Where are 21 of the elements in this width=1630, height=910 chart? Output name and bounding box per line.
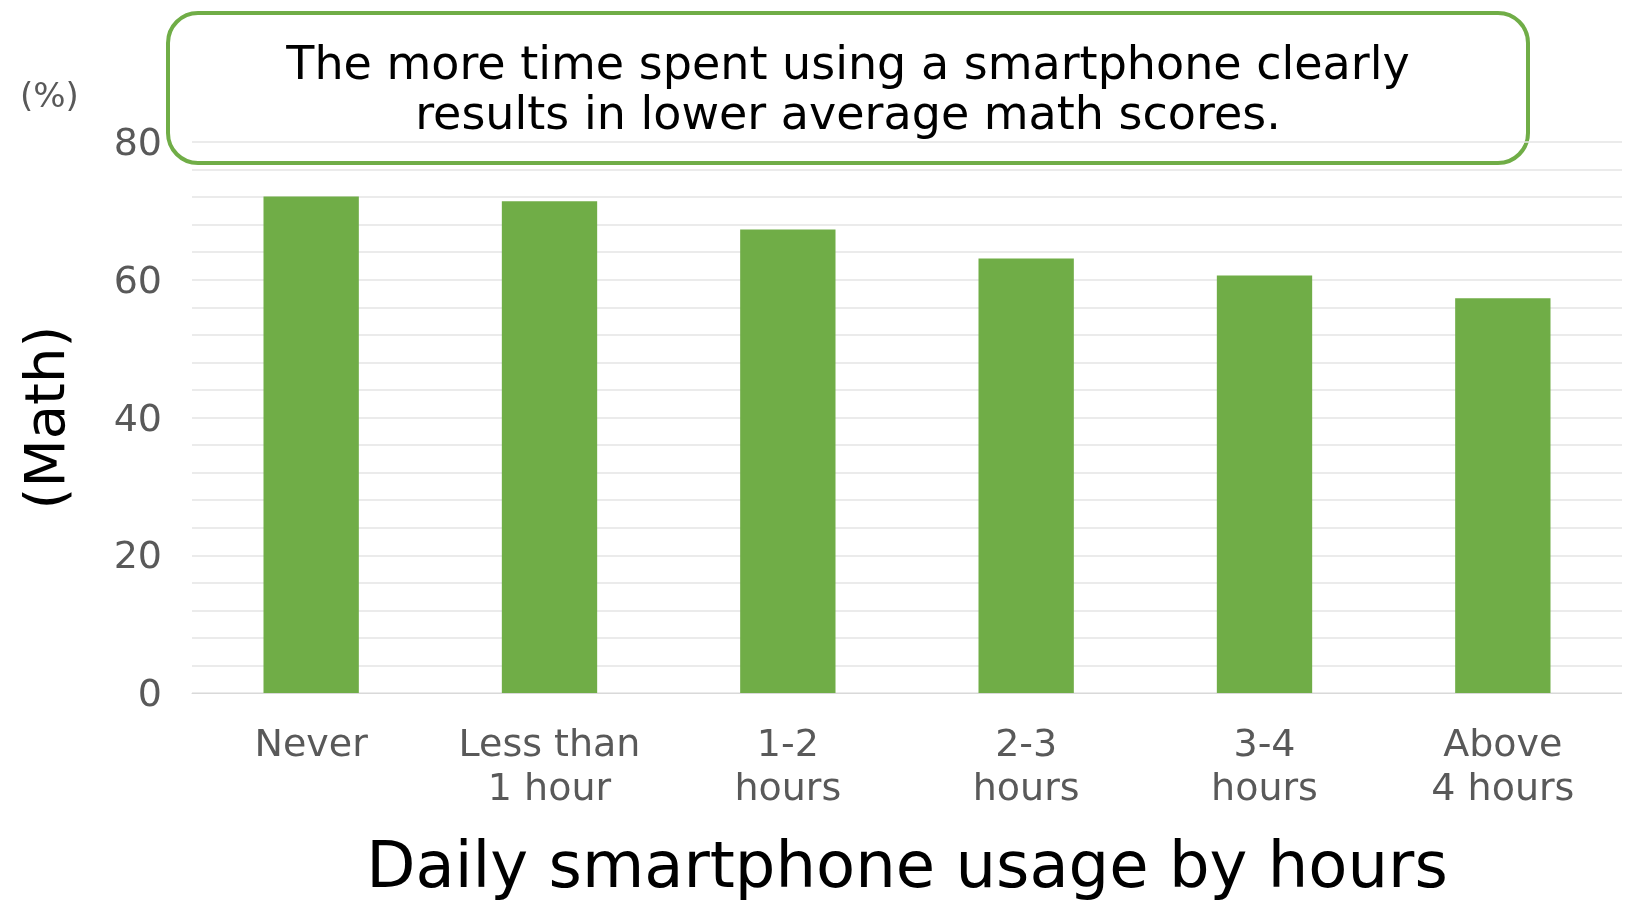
bar xyxy=(501,201,598,693)
text: (%) xyxy=(20,75,79,115)
bar xyxy=(740,229,836,693)
x-tick-label: 1-2 hours xyxy=(734,721,842,809)
x-tick-label: Above 4 hours xyxy=(1431,721,1575,809)
y-tick-label: 0 xyxy=(137,671,162,715)
x-axis-title: Daily smartphone usage by hours xyxy=(366,828,1448,902)
y-tick-label: 20 xyxy=(113,533,162,578)
y-tick-label: 40 xyxy=(113,395,162,440)
x-tick-label: Less than 1 hour xyxy=(458,721,641,809)
x-tick-label: 2-3 hours xyxy=(972,721,1080,809)
y-tick-label: 80 xyxy=(113,120,162,164)
x-tick-label: 3-4 hours xyxy=(1211,721,1318,809)
y-axis-title: (Math) xyxy=(11,325,77,510)
chart-title: The more time spent using a smartphone clearly results in lower average math scores. xyxy=(285,36,1410,140)
bar xyxy=(978,258,1074,693)
y-tick-label: 60 xyxy=(113,257,162,302)
bar xyxy=(1455,298,1551,693)
x-tick-label: Never xyxy=(254,721,369,765)
bar xyxy=(1216,275,1313,693)
bar xyxy=(263,196,359,693)
